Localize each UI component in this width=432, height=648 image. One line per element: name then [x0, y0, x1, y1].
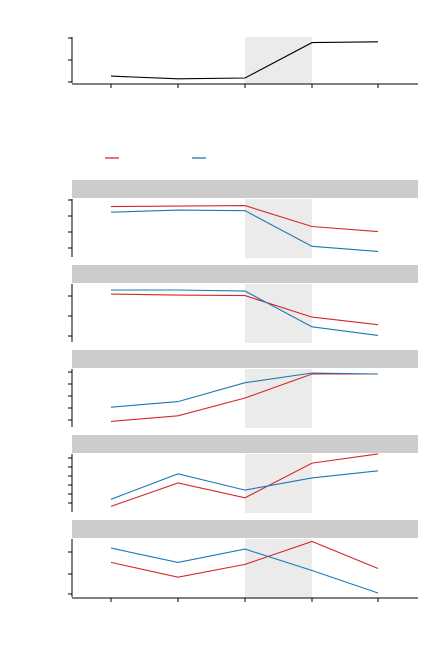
- facet-strip-4: [72, 435, 418, 453]
- facet-strip-3: [72, 350, 418, 368]
- series-line-0-0: [110, 41, 379, 80]
- facet-strip-2: [72, 265, 418, 283]
- series-line-5-1: [110, 547, 379, 594]
- series-line-4-0: [110, 453, 379, 507]
- facet-strip-1: [72, 180, 418, 198]
- shaded-region-5: [245, 539, 312, 598]
- facet-strip-5: [72, 520, 418, 538]
- series-line-1-1: [110, 209, 379, 252]
- series-line-4-1: [110, 470, 379, 500]
- series-line-3-0: [110, 373, 378, 422]
- series-line-1-0: [110, 205, 379, 233]
- series-line-3-1: [110, 372, 379, 408]
- shaded-region-3: [245, 369, 312, 428]
- series-line-5-0: [110, 540, 379, 578]
- series-line-2-1: [111, 289, 379, 336]
- series-line-2-0: [110, 293, 379, 326]
